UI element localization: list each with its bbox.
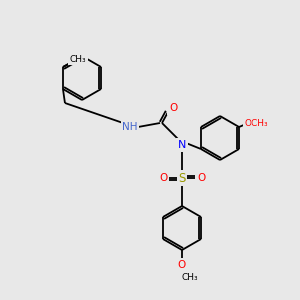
- Text: O: O: [197, 173, 205, 183]
- Text: O: O: [169, 103, 177, 113]
- Text: N: N: [178, 140, 186, 150]
- Text: CH₃: CH₃: [182, 274, 198, 283]
- Text: O: O: [159, 173, 167, 183]
- Text: CH₃: CH₃: [70, 55, 86, 64]
- Text: NH: NH: [122, 122, 138, 132]
- Text: S: S: [178, 172, 186, 184]
- Text: OCH₃: OCH₃: [244, 119, 268, 128]
- Text: O: O: [178, 260, 186, 270]
